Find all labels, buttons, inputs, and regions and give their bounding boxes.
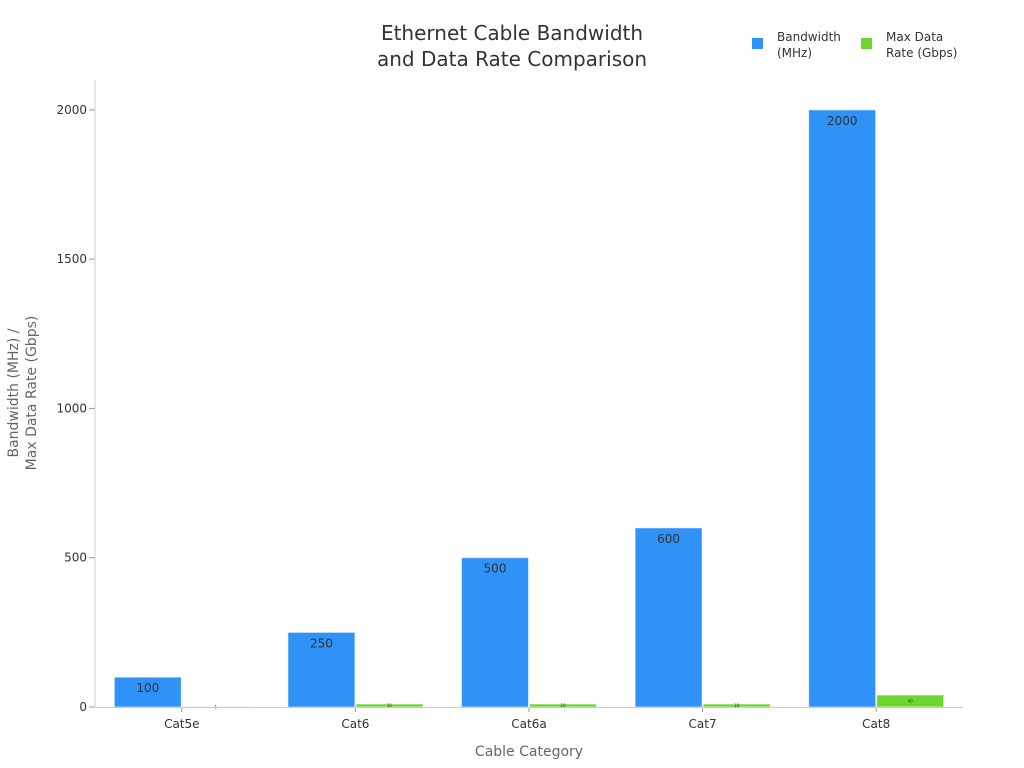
x-tick-label-cat8: Cat8: [862, 717, 890, 731]
data-label-max-data-rate-cat5e: 1: [215, 704, 218, 709]
data-label-max-data-rate-cat6: 10: [387, 703, 393, 708]
plot-area: 0 500 1000 1500 2000 Cat5e 100 1 Cat6 250 10 Cat6a 5…: [56, 103, 945, 731]
x-axis-title: Cable Category: [475, 744, 583, 760]
data-label-max-data-rate-cat8: 40: [908, 698, 914, 703]
data-label-bandwidth-cat8: 2000: [827, 114, 858, 128]
bar-bandwidth-cat6a: [461, 557, 529, 708]
legend-swatch-bandwidth: [752, 38, 763, 49]
bar-bandwidth-cat8: [808, 109, 877, 708]
x-tick-label-cat5e: Cat5e: [164, 717, 199, 731]
legend-swatch-max-data-rate: [861, 38, 872, 49]
data-label-max-data-rate-cat6a: 10: [560, 703, 566, 708]
data-label-bandwidth-cat7: 600: [657, 532, 680, 546]
x-tick-label-cat7: Cat7: [689, 717, 717, 731]
bar-bandwidth-cat6: [287, 631, 356, 708]
x-tick-label-cat6: Cat6: [341, 717, 369, 731]
chart-title: Ethernet Cable Bandwidth and Data Rate Co…: [377, 21, 647, 71]
y-tick-label: 0: [79, 700, 87, 714]
bar-bandwidth-cat7: [634, 527, 703, 708]
y-tick-label: 1000: [56, 401, 87, 415]
data-label-bandwidth-cat5e: 100: [136, 681, 159, 695]
x-tick-label-cat6a: Cat6a: [511, 717, 546, 731]
y-axis-title: Bandwidth (MHz) / Max Data Rate (Gbps): [6, 316, 40, 471]
data-label-bandwidth-cat6a: 500: [484, 562, 507, 576]
legend-label-bandwidth: Bandwidth (MHz): [777, 30, 841, 60]
y-tick-label: 2000: [56, 103, 87, 117]
legend-label-max-data-rate: Max Data Rate (Gbps): [886, 30, 957, 60]
y-tick-label: 1500: [56, 252, 87, 266]
data-label-bandwidth-cat6: 250: [310, 636, 333, 650]
data-label-max-data-rate-cat7: 10: [734, 703, 740, 708]
legend: Bandwidth (MHz) Max Data Rate (Gbps): [752, 30, 957, 60]
y-tick-label: 500: [64, 551, 87, 565]
